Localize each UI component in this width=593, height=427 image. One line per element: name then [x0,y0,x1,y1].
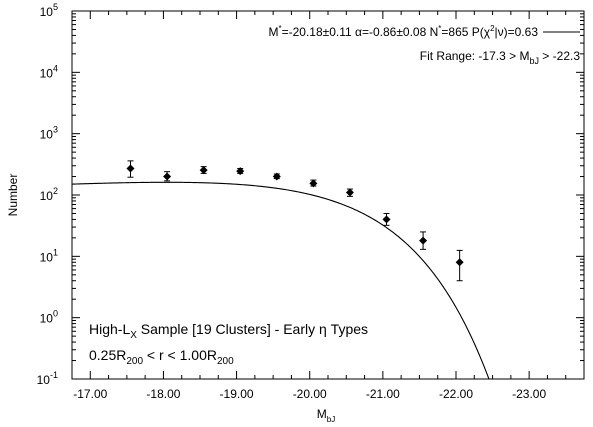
x-tick-label: -21.00 [366,387,400,401]
x-tick-label: -19.00 [220,387,254,401]
data-point [163,172,172,181]
x-tick-label: -23.00 [512,387,546,401]
x-tick-label: -17.00 [73,387,107,401]
data-point [126,164,135,173]
y-tick-label: 102 [40,186,58,203]
data-point [199,166,208,175]
data-point [236,167,245,176]
x-axis-label: MbJ [317,407,335,424]
y-tick-label: 100 [40,309,58,326]
data-point [272,172,281,181]
y-tick-label: 105 [40,2,58,19]
data-point [309,179,318,188]
x-tick-label: -22.00 [439,387,473,401]
schechter-fit-line [72,181,490,379]
x-tick-labels: -17.00 -18.00 -19.00 -20.00 -21.00 -22.00 -23.… [73,387,546,401]
x-tick-label: -20.00 [293,387,327,401]
y-axis-label: Number [6,174,20,217]
data-points [126,160,464,282]
sample-label: High-LX Sample [19 Clusters] - Early η T… [89,321,368,341]
y-tick-label: 104 [40,63,58,80]
y-tick-label: 10-1 [37,370,58,387]
data-point [419,236,428,245]
data-point [345,188,354,197]
radius-label: 0.25R200 < r < 1.00R200 [89,347,234,367]
x-tick-label: -18.00 [146,387,180,401]
fit-range-label: Fit Range: -17.3 > MbJ > -22.3 [420,49,581,66]
data-point [455,258,464,267]
y-tick-label: 103 [40,125,58,142]
data-point [382,215,391,224]
axis-ticks [71,10,585,380]
y-tick-labels: 10-1 100 101 102 103 104 105 [37,2,58,387]
legend-fit-label: M*=-20.18±0.11 α=-0.86±0.08 N*=865 P(χ2|… [268,24,538,39]
y-tick-label: 101 [40,247,58,264]
legend: M*=-20.18±0.11 α=-0.86±0.08 N*=865 P(χ2|… [268,24,580,39]
